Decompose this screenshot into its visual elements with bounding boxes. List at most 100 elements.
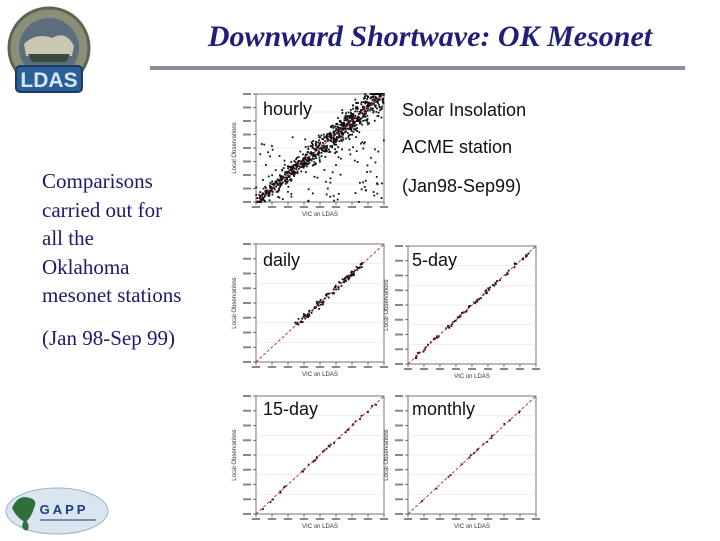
data-point — [363, 115, 366, 118]
data-point — [314, 459, 317, 462]
data-point — [303, 160, 306, 163]
data-point — [324, 297, 326, 300]
data-point — [377, 102, 379, 105]
x-tick-label — [316, 518, 324, 520]
data-point — [314, 149, 317, 152]
data-point — [319, 160, 321, 163]
data-point — [319, 141, 322, 144]
data-point — [357, 102, 359, 104]
data-point — [366, 118, 369, 121]
data-point — [297, 159, 300, 162]
data-point — [286, 177, 288, 179]
one-to-one-line — [255, 395, 385, 515]
data-point — [329, 136, 332, 139]
daily-label: daily — [263, 250, 301, 271]
data-point — [278, 187, 280, 190]
data-point — [319, 301, 322, 304]
data-point — [484, 290, 487, 293]
data-point — [377, 99, 380, 102]
data-point — [340, 285, 343, 287]
data-point — [326, 133, 329, 136]
y-tick-label — [243, 93, 251, 95]
data-point — [292, 166, 295, 168]
data-point — [296, 166, 298, 169]
data-point — [421, 500, 423, 503]
data-point — [374, 104, 377, 107]
data-point — [340, 135, 342, 138]
x-tick-label — [300, 366, 308, 368]
data-point — [359, 117, 362, 120]
data-point — [313, 161, 316, 164]
data-point — [343, 121, 345, 124]
data-point — [307, 163, 310, 166]
data-point — [330, 125, 333, 128]
data-point — [341, 112, 344, 114]
data-point — [337, 192, 340, 195]
data-point — [338, 134, 341, 137]
data-point — [345, 127, 347, 130]
data-point — [296, 156, 299, 159]
data-point — [351, 116, 354, 119]
data-point — [264, 194, 267, 197]
data-point — [318, 143, 321, 145]
data-point — [353, 122, 356, 125]
data-point — [382, 139, 385, 142]
data-point — [363, 105, 366, 108]
data-point — [436, 336, 438, 339]
data-point — [496, 280, 498, 283]
data-point — [494, 281, 497, 284]
y-tick-label — [243, 243, 251, 245]
data-point — [362, 105, 364, 108]
data-point — [279, 178, 282, 180]
data-point — [365, 110, 367, 113]
x-tick-label — [268, 366, 276, 368]
data-point — [348, 117, 351, 120]
data-point — [319, 147, 321, 150]
x-tick-label — [316, 206, 324, 208]
data-point — [304, 154, 307, 157]
data-point — [487, 287, 490, 290]
y-axis-title: Local Observations — [232, 277, 238, 328]
data-point — [376, 192, 379, 195]
data-point — [297, 323, 300, 326]
data-point — [373, 100, 376, 103]
x-tick-label — [404, 518, 412, 520]
data-point — [464, 310, 467, 313]
data-point — [308, 309, 311, 312]
data-point — [350, 111, 352, 114]
data-point — [332, 288, 335, 291]
data-point — [322, 300, 325, 303]
one-to-one-line — [255, 243, 385, 363]
data-point — [287, 167, 289, 170]
data-point — [296, 321, 299, 324]
data-point — [312, 143, 314, 146]
data-point — [328, 133, 330, 135]
data-point — [344, 126, 347, 129]
data-point — [374, 161, 377, 164]
y-tick-label — [243, 133, 251, 136]
data-point — [351, 124, 354, 127]
data-point — [329, 145, 332, 148]
data-point — [372, 110, 375, 113]
data-point — [286, 172, 288, 175]
data-point — [312, 146, 314, 149]
data-point — [347, 276, 350, 279]
y-tick-label — [243, 498, 251, 501]
data-point — [473, 301, 475, 304]
data-point — [301, 164, 304, 167]
data-point — [448, 326, 451, 329]
data-point — [262, 197, 265, 200]
data-point — [374, 105, 377, 108]
data-point — [355, 124, 358, 126]
data-point — [284, 176, 287, 179]
data-point — [308, 315, 311, 317]
data-point — [335, 132, 338, 134]
data-point — [311, 157, 314, 160]
data-point — [370, 96, 372, 99]
data-point — [333, 133, 336, 136]
data-point — [469, 454, 472, 457]
data-point — [333, 138, 336, 141]
y-tick-label — [243, 346, 251, 349]
data-point — [337, 126, 340, 129]
data-point — [310, 159, 313, 162]
